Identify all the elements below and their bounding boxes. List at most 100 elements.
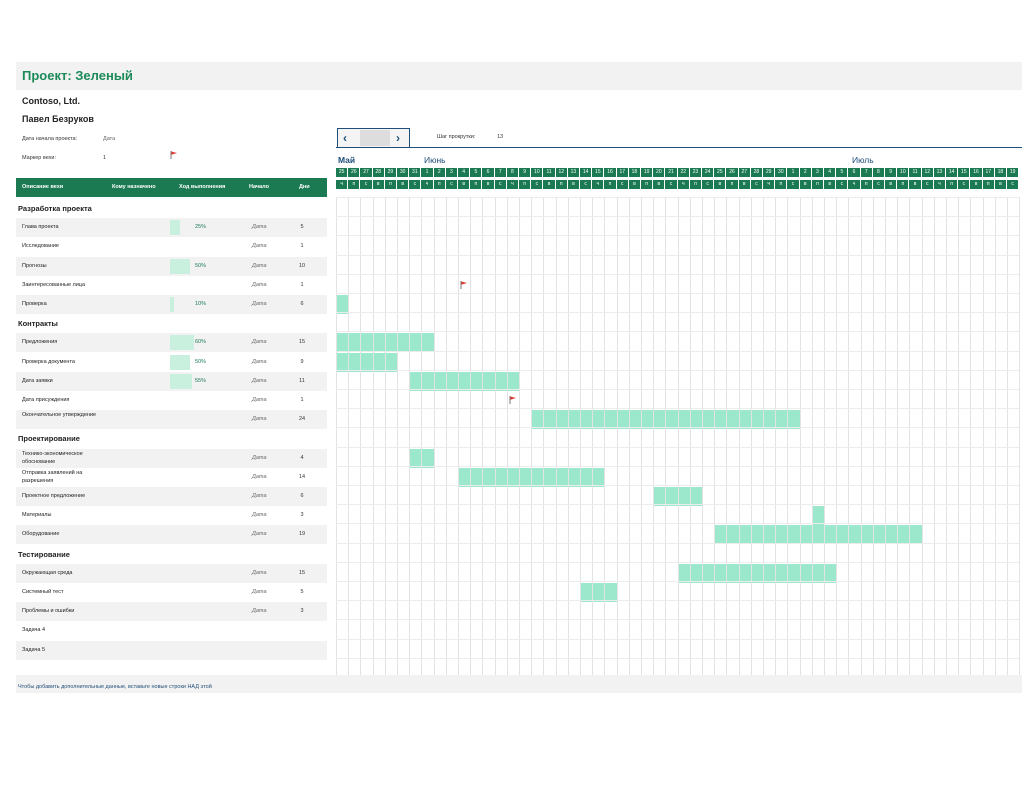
gantt-bar[interactable]: [677, 563, 837, 583]
day-letter: с: [616, 180, 628, 189]
timeline-scrollbar[interactable]: ‹ ›: [337, 128, 410, 148]
table-row[interactable]: Исследование Дата 1: [16, 237, 327, 256]
gantt-bar[interactable]: [811, 506, 824, 526]
start-date[interactable]: Дата: [252, 531, 267, 538]
gantt-bar[interactable]: [409, 448, 434, 468]
start-date[interactable]: Дата: [252, 243, 267, 250]
grid-line: [336, 254, 1020, 256]
duration-days[interactable]: 11: [299, 377, 305, 384]
duration-days[interactable]: 15: [298, 569, 306, 576]
duration-days[interactable]: 5: [300, 589, 304, 595]
table-row[interactable]: Системный тест Дата 5: [16, 583, 327, 602]
duration-days[interactable]: 1: [300, 281, 304, 288]
day-number: 30: [397, 168, 409, 177]
day-number: 5: [836, 168, 848, 177]
table-row[interactable]: Материалы Дата 3: [16, 506, 327, 525]
start-date[interactable]: Дата: [252, 589, 267, 595]
grid-line: [836, 197, 838, 677]
start-date[interactable]: Дата: [252, 281, 267, 288]
table-row[interactable]: Задача 4: [16, 621, 327, 640]
gantt-bar[interactable]: [580, 583, 617, 602]
duration-days[interactable]: 19: [298, 531, 306, 538]
start-date[interactable]: Дата: [252, 339, 267, 346]
day-number: 17: [982, 168, 994, 177]
phase-row[interactable]: Тестирование: [16, 545, 327, 564]
gantt-bar[interactable]: [336, 295, 349, 314]
start-date[interactable]: Дата: [252, 397, 267, 403]
duration-days[interactable]: 14: [298, 473, 306, 480]
gantt-bar[interactable]: [531, 410, 800, 430]
table-row[interactable]: Отправка заявлений на разрешения Дата 14: [16, 468, 327, 487]
start-date[interactable]: Дата: [252, 262, 267, 269]
scroll-thumb[interactable]: [360, 130, 390, 146]
grid-line: [336, 485, 1020, 486]
table-row[interactable]: Прогнозы 50% Дата 10: [16, 256, 327, 276]
duration-days[interactable]: 1: [300, 397, 304, 403]
start-date[interactable]: Дата: [252, 569, 267, 576]
phase-label: Тестирование: [18, 549, 70, 559]
duration-days[interactable]: 9: [300, 358, 304, 365]
phase-label: Проектирование: [18, 434, 80, 444]
table-row[interactable]: Проверка документа 50% Дата 9: [16, 353, 327, 372]
table-row[interactable]: Оборудование Дата 19: [16, 525, 327, 545]
start-date[interactable]: Дата: [252, 416, 267, 423]
start-date[interactable]: Дата: [252, 608, 267, 615]
table-row[interactable]: Дата заявки 55% Дата 11: [16, 371, 327, 391]
start-date[interactable]: Дата: [252, 358, 267, 365]
table-row[interactable]: Дата присуждения Дата 1: [16, 391, 327, 410]
grid-line: [628, 197, 630, 677]
week-marker-value[interactable]: 1: [103, 155, 107, 161]
duration-days[interactable]: 10: [298, 262, 306, 269]
table-row[interactable]: Окружающая среда Дата 15: [16, 563, 327, 583]
gantt-bar[interactable]: [714, 525, 922, 545]
day-number: 24: [702, 168, 714, 177]
grid-line: [885, 197, 886, 677]
start-date[interactable]: Дата: [252, 301, 267, 307]
gantt-bar[interactable]: [409, 371, 519, 391]
scroll-right-icon[interactable]: ›: [396, 131, 400, 145]
grid-line: [336, 600, 1020, 602]
duration-days[interactable]: 6: [300, 493, 304, 499]
table-row[interactable]: Проектное предложение Дата 6: [16, 487, 327, 506]
day-number: 29: [763, 168, 775, 177]
start-date[interactable]: Дата: [252, 473, 267, 480]
duration-days[interactable]: 5: [300, 224, 304, 231]
duration-days[interactable]: 3: [300, 512, 304, 519]
grid-line: [1007, 197, 1008, 677]
grid-line: [336, 465, 1020, 467]
phase-row[interactable]: Контракты: [16, 314, 327, 333]
day-letter: ч: [506, 180, 519, 189]
duration-days[interactable]: 4: [300, 454, 304, 461]
table-row[interactable]: Задача 5: [16, 640, 327, 660]
day-letter: с: [958, 180, 970, 189]
phase-row[interactable]: Разработка проекта: [16, 199, 327, 218]
start-date[interactable]: Дата: [252, 454, 267, 461]
duration-days[interactable]: 6: [300, 301, 304, 307]
phase-row[interactable]: Проектирование: [16, 429, 327, 448]
start-date[interactable]: Дата: [252, 377, 267, 384]
table-row[interactable]: Заинтересованные лица Дата 1: [16, 276, 327, 295]
table-row[interactable]: Технико-экономическое обоснование Дата 4: [16, 448, 327, 468]
start-date[interactable]: Дата: [252, 512, 267, 519]
table-row[interactable]: Проверка 10% Дата 6: [16, 295, 327, 314]
milestone-flag-icon: [460, 280, 467, 289]
project-start-value[interactable]: Дата: [103, 136, 116, 142]
duration-days[interactable]: 24: [298, 416, 306, 423]
table-row[interactable]: Предложения 60% Дата 15: [16, 333, 327, 353]
scroll-step-value[interactable]: 13: [497, 134, 504, 140]
grid-line: [336, 446, 1020, 448]
duration-days[interactable]: 3: [300, 608, 304, 615]
task-name: Окончательное утверждение: [22, 412, 97, 419]
gantt-bar[interactable]: [653, 487, 702, 506]
start-date[interactable]: Дата: [252, 493, 267, 499]
gantt-bar[interactable]: [336, 352, 397, 372]
scroll-left-icon[interactable]: ‹: [343, 131, 347, 145]
grid-line: [336, 350, 1020, 352]
start-date[interactable]: Дата: [252, 224, 267, 231]
table-row[interactable]: Глава проекта 25% Дата 5: [16, 218, 327, 238]
duration-days[interactable]: 1: [300, 243, 304, 250]
table-row[interactable]: Окончательное утверждение Дата 24: [16, 410, 327, 430]
duration-days[interactable]: 15: [298, 339, 306, 346]
table-row[interactable]: Проблемы и ошибки Дата 3: [16, 602, 327, 622]
grid-line: [555, 197, 557, 677]
